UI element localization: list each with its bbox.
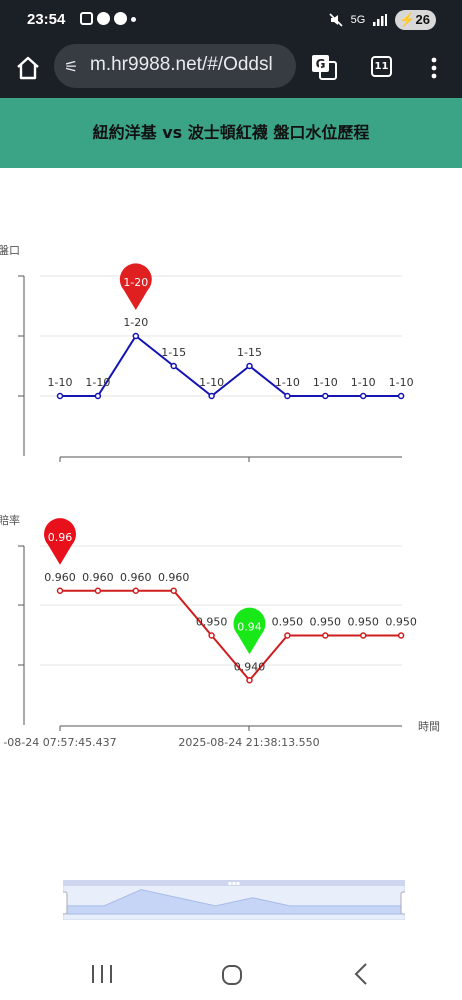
zoom-slider-top-bar[interactable] (63, 880, 405, 886)
more-notifications-icon (131, 17, 136, 22)
chart1-point (246, 362, 253, 370)
more-menu-icon[interactable] (426, 54, 442, 82)
chart1-point (94, 392, 102, 400)
chart2-point (208, 632, 215, 639)
chart2-point (132, 587, 140, 594)
chart2-point (284, 632, 291, 639)
chart1-data-label: 1-10 (389, 376, 414, 389)
chart2-point (359, 632, 367, 639)
mute-icon (329, 13, 343, 27)
chart2-point (94, 587, 102, 594)
chart1-point (208, 392, 215, 400)
system-nav-bar (0, 950, 462, 1000)
chart2-data-label: 0.960 (120, 571, 152, 584)
chart1-max-marker-label: 1-20 (123, 276, 148, 289)
chart2-data-label: 0.940 (234, 660, 266, 673)
chart1-point (397, 392, 405, 400)
chart2-data-label: 0.960 (82, 571, 114, 584)
chart2-min-marker (233, 607, 266, 655)
screenshot-icon (80, 12, 93, 25)
chart1-max-marker (119, 263, 152, 310)
back-button[interactable] (352, 962, 372, 986)
page-header: 紐約洋基 vs 波士頓紅襪 盤口水位歷程 (0, 98, 462, 168)
messenger-icon (97, 12, 110, 25)
battery-level: 26 (415, 12, 430, 27)
chart1-data-label: 1-10 (275, 376, 300, 389)
site-settings-icon[interactable]: ⚟ (64, 57, 79, 76)
chart2-max-marker-label: 0.96 (48, 531, 73, 544)
chart2-data-label: 0.960 (44, 571, 76, 584)
odds-history-chart[interactable]: 盤口 1-10 1-10 1-20 1-15 1-10 1-15 1-10 1-10 1-10 1-… (0, 168, 462, 768)
x-tick-label: -08-24 07:57:45.437 (3, 736, 116, 749)
tab-switcher-button[interactable]: 11 (371, 56, 392, 77)
zoom-slider[interactable]: ▪▪▪ (63, 880, 405, 920)
chart1-data-label: 1-15 (237, 346, 262, 359)
chart1-data-label: 1-10 (199, 376, 224, 389)
chart1-point (132, 332, 140, 340)
chart2-point (170, 587, 177, 594)
chart1-data-label: 1-10 (351, 376, 376, 389)
network-type: 5G (350, 14, 366, 26)
chart1-data-label: 1-10 (48, 376, 73, 389)
browser-toolbar: ⚟ m.hr9988.net/#/Oddsl G 11 (0, 40, 462, 98)
status-bar: 23:54 5G ⚡26 (0, 0, 462, 40)
home-icon[interactable] (14, 54, 42, 82)
svg-text:▪▪▪: ▪▪▪ (228, 880, 240, 887)
translate-icon[interactable]: G (310, 53, 338, 81)
chart2-min-marker-label: 0.94 (237, 620, 262, 633)
chart1-data-label: 1-10 (85, 376, 110, 389)
chart1-data-label: 1-20 (123, 316, 148, 329)
chart2-data-label: 0.950 (310, 616, 342, 629)
chart2-data-label: 0.950 (196, 616, 228, 629)
chart1-data-label: 1-10 (313, 376, 338, 389)
home-button[interactable] (222, 965, 242, 985)
chart2-point (397, 632, 405, 639)
chart2-series-line (60, 589, 402, 682)
notification-icons (80, 12, 136, 25)
chart2-data-label: 0.960 (158, 571, 190, 584)
chart2-data-label: 0.950 (272, 616, 304, 629)
chart1-point (359, 392, 367, 400)
page-title: 紐約洋基 vs 波士頓紅襪 盤口水位歷程 (92, 123, 370, 142)
chart1-point (56, 392, 64, 400)
chart1-series-line (60, 334, 402, 398)
chart2-point (56, 587, 64, 594)
recent-apps-button[interactable] (92, 965, 112, 985)
chart1-ylabel: 盤口 (0, 244, 20, 257)
chart2-max-marker (44, 518, 76, 565)
status-time: 23:54 (27, 11, 66, 28)
chart2-point (322, 632, 329, 639)
x-tick-label: 2025-08-24 21:38:13.550 (178, 736, 319, 749)
chart1-point (170, 362, 177, 370)
battery-indicator: ⚡26 (395, 10, 436, 30)
url-text: m.hr9988.net/#/Oddsl (90, 54, 273, 75)
chart2-point (246, 677, 253, 684)
zoom-handle-right[interactable] (400, 891, 405, 915)
x-axis-label: 時間 (418, 720, 440, 733)
chart1-point (322, 392, 329, 400)
chart2-data-label: 0.950 (347, 616, 379, 629)
address-bar[interactable]: ⚟ m.hr9988.net/#/Oddsl (54, 44, 296, 88)
signal-icon (373, 14, 388, 26)
chart2-data-label: 0.950 (385, 616, 417, 629)
chart1-point (284, 392, 291, 400)
chart2-ylabel: 賠率 (0, 513, 20, 527)
zoom-handle-left[interactable] (63, 891, 68, 915)
line-icon (114, 12, 127, 25)
chart1-data-label: 1-15 (161, 346, 186, 359)
